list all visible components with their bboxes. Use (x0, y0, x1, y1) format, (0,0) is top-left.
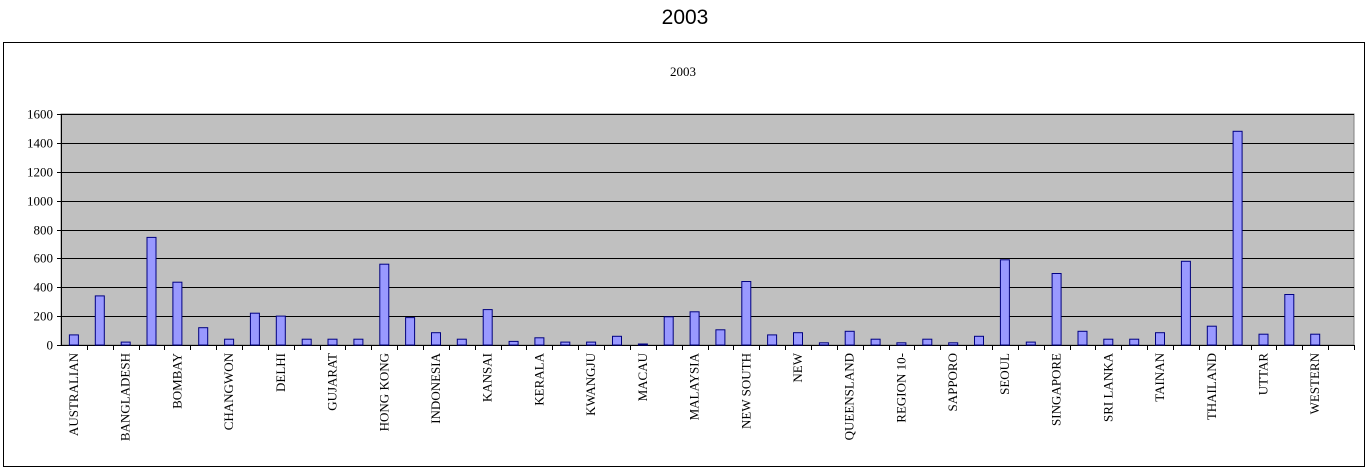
bar (198, 327, 209, 346)
bar (353, 338, 364, 346)
bar (637, 343, 648, 346)
bar (94, 295, 105, 346)
bar (1206, 325, 1217, 346)
y-tick-label: 1600 (27, 107, 53, 122)
bar (948, 342, 959, 346)
x-category-label: SINGAPORE (1049, 353, 1064, 426)
x-category-label: QUEENSLAND (842, 353, 857, 440)
bar (1051, 273, 1062, 346)
bar (301, 338, 312, 346)
x-category-label: REGION 10- (893, 353, 908, 423)
bar (1103, 338, 1114, 346)
bar (482, 309, 493, 346)
bar (1077, 330, 1088, 346)
plot-area: 0 200 400 600 800 1000 1200 1400 1600 AUSTRALIAN B… (27, 107, 1355, 441)
x-category-label: GUJARAT (325, 353, 340, 411)
bar (663, 316, 674, 346)
x-category-label: BANGLADESH (118, 353, 133, 441)
bar (1025, 341, 1036, 346)
bar (534, 337, 545, 346)
y-tick-label: 200 (34, 309, 54, 324)
x-category-label: WESTERN (1307, 352, 1322, 414)
bar (249, 312, 260, 346)
y-tick-label: 0 (47, 338, 54, 353)
bar (172, 281, 183, 346)
bar (68, 334, 79, 346)
x-category-label: BOMBAY (169, 352, 184, 408)
bar (1310, 333, 1321, 346)
page-title: 2003 (661, 6, 709, 29)
x-category-label: KWANGJU (583, 352, 598, 415)
bar (1180, 260, 1191, 346)
x-category-label: KANSAI (480, 353, 495, 402)
plot-background (60, 113, 1355, 346)
y-tick-label: 800 (34, 223, 54, 238)
y-tick-label: 600 (34, 251, 54, 266)
x-category-label: AUSTRALIAN (66, 352, 81, 436)
bar (896, 342, 907, 346)
x-category-label: DELHI (273, 353, 288, 392)
bar (870, 338, 881, 346)
bar (456, 338, 467, 346)
y-tick-label: 400 (34, 280, 54, 295)
bar (974, 335, 984, 346)
bar (224, 338, 235, 346)
bar (508, 340, 519, 346)
bar (689, 311, 700, 346)
bar (586, 341, 597, 346)
bar (405, 317, 416, 346)
bar (793, 332, 803, 346)
bar (1232, 130, 1243, 346)
bar (1129, 338, 1140, 346)
x-category-label: NEW SOUTH (738, 353, 753, 429)
bar (431, 332, 441, 346)
bar (844, 330, 855, 346)
x-category-label: KERALA (531, 352, 546, 405)
y-tick-label: 1200 (27, 165, 53, 180)
x-category-label: SEOUL (997, 353, 1012, 395)
y-tick-label: 1000 (27, 194, 53, 209)
x-category-label: HONG KONG (376, 353, 391, 431)
x-category-label: THAILAND (1204, 353, 1219, 420)
x-category-label: SRI LANKA (1100, 352, 1115, 422)
y-tick-label: 1400 (27, 136, 53, 151)
x-category-label: MALAYSIA (687, 352, 702, 420)
bar (767, 334, 778, 346)
x-category-label: CHANGWON (221, 352, 236, 430)
bar (1284, 294, 1295, 346)
bar (146, 236, 157, 346)
bar (275, 315, 286, 346)
bar (1155, 332, 1165, 346)
bar (1258, 333, 1269, 346)
bar-chart: 2003 0 200 400 600 800 1000 1200 1400 1600 AUSTRA… (27, 64, 1355, 441)
bar (120, 341, 131, 346)
bar (818, 342, 829, 346)
bar (715, 329, 726, 346)
x-category-label: MACAU (635, 352, 650, 401)
bar (922, 338, 933, 346)
x-category-label: INDONESIA (428, 352, 443, 423)
bar (999, 259, 1010, 346)
bar (560, 341, 571, 346)
bar (379, 263, 390, 346)
chart-frame: 2003 0 200 400 600 800 1000 1200 1400 1600 AUSTRA… (3, 42, 1365, 467)
x-category-label: TAINAN (1152, 352, 1167, 401)
x-category-label: UTTAR (1256, 353, 1271, 396)
x-category-label: NEW (790, 352, 805, 382)
x-category-label: SAPPORO (945, 353, 960, 412)
chart-title: 2003 (670, 64, 696, 79)
bar (327, 338, 338, 346)
bar (612, 335, 622, 346)
bar (741, 281, 752, 346)
